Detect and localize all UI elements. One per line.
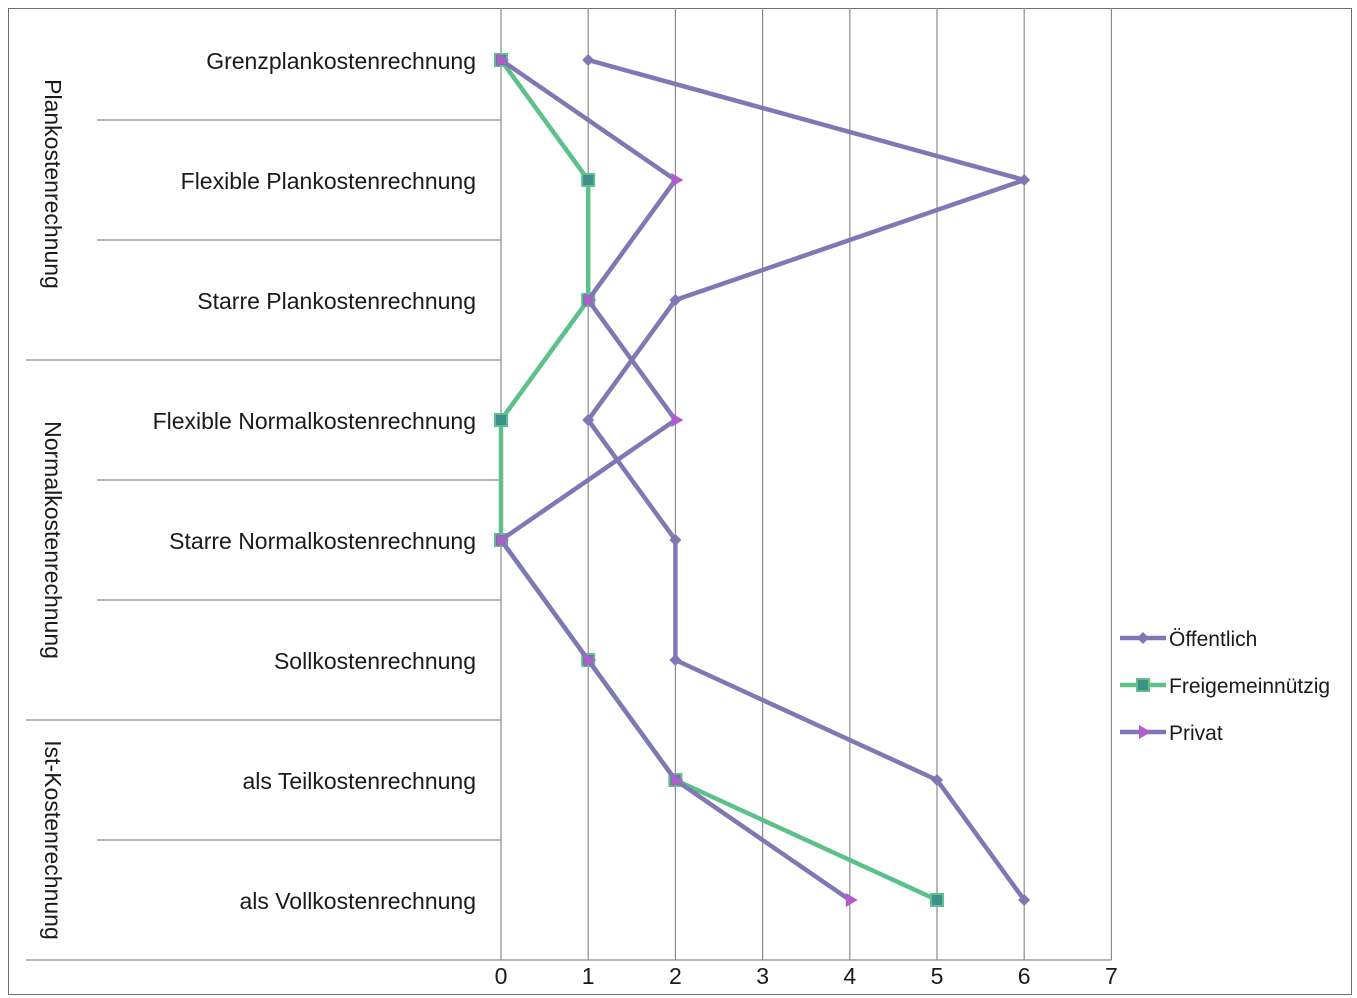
legend-item: Freigemeinnützig [1120,675,1330,698]
legend-item: Öffentlich [1120,628,1257,651]
x-tick-label: 3 [756,963,769,989]
x-tick-labels: 0 1 2 3 4 5 6 7 [495,963,1118,989]
x-tick-label: 0 [495,963,508,989]
legend: Öffentlich Freigemeinnützig Privat [1120,628,1330,745]
category-label: Flexible Normalkostenrechnung [153,408,476,434]
data-point [584,653,597,667]
data-point [584,293,597,307]
data-point [494,413,508,427]
legend-label: Freigemeinnützig [1169,675,1330,698]
legend-label: Öffentlich [1169,628,1257,651]
data-point [671,773,684,787]
data-point [582,414,595,426]
x-tick-label: 5 [931,963,944,989]
category-labels: Grenzplankostenrechnung Flexible Plankost… [153,48,476,914]
legend-marker [1136,678,1150,692]
group-label: Plankostenrechnung [40,79,66,289]
data-point [497,533,509,547]
data-point [671,173,684,187]
series-line [498,58,852,902]
category-label: als Vollkostenrechnung [239,888,476,914]
series-2 [497,53,858,907]
data-point [497,53,509,67]
series-lines [494,53,1031,907]
category-label: Starre Normalkostenrechnung [169,528,476,554]
category-label: Starre Plankostenrechnung [197,288,476,314]
data-point [669,294,682,306]
category-label: Grenzplankostenrechnung [206,48,476,74]
legend-marker [1139,725,1151,739]
chart-frame [8,8,1352,995]
category-label: Sollkostenrechnung [274,648,476,674]
x-tick-label: 2 [669,963,682,989]
series-line [585,57,1027,902]
data-point [581,173,596,187]
legend-label: Privat [1169,722,1223,745]
group-labels: Plankostenrechnung Normalkostenrechnung Is… [40,79,66,940]
x-tick-label: 6 [1018,963,1031,989]
category-label: als Teilkostenrechnung [242,768,476,794]
data-point [669,654,682,666]
data-point [1018,894,1031,906]
data-point [582,54,595,66]
axis-lines [26,119,1112,961]
data-point [671,413,684,427]
gridlines [500,8,1113,960]
data-point [930,893,944,907]
series-line [498,58,938,903]
x-tick-label: 7 [1105,963,1118,989]
series-0 [582,54,1031,906]
series-1 [494,53,944,907]
x-tick-label: 1 [582,963,595,989]
category-label: Flexible Plankostenrechnung [181,168,476,194]
group-label: Normalkostenrechnung [40,421,66,659]
data-point [1018,174,1031,186]
data-point [931,774,943,786]
legend-marker [1137,632,1149,644]
group-label: Ist-Kostenrechnung [40,740,66,939]
data-point [845,893,858,907]
data-point [669,534,682,546]
legend-item: Privat [1120,722,1223,745]
x-tick-label: 4 [843,963,856,989]
